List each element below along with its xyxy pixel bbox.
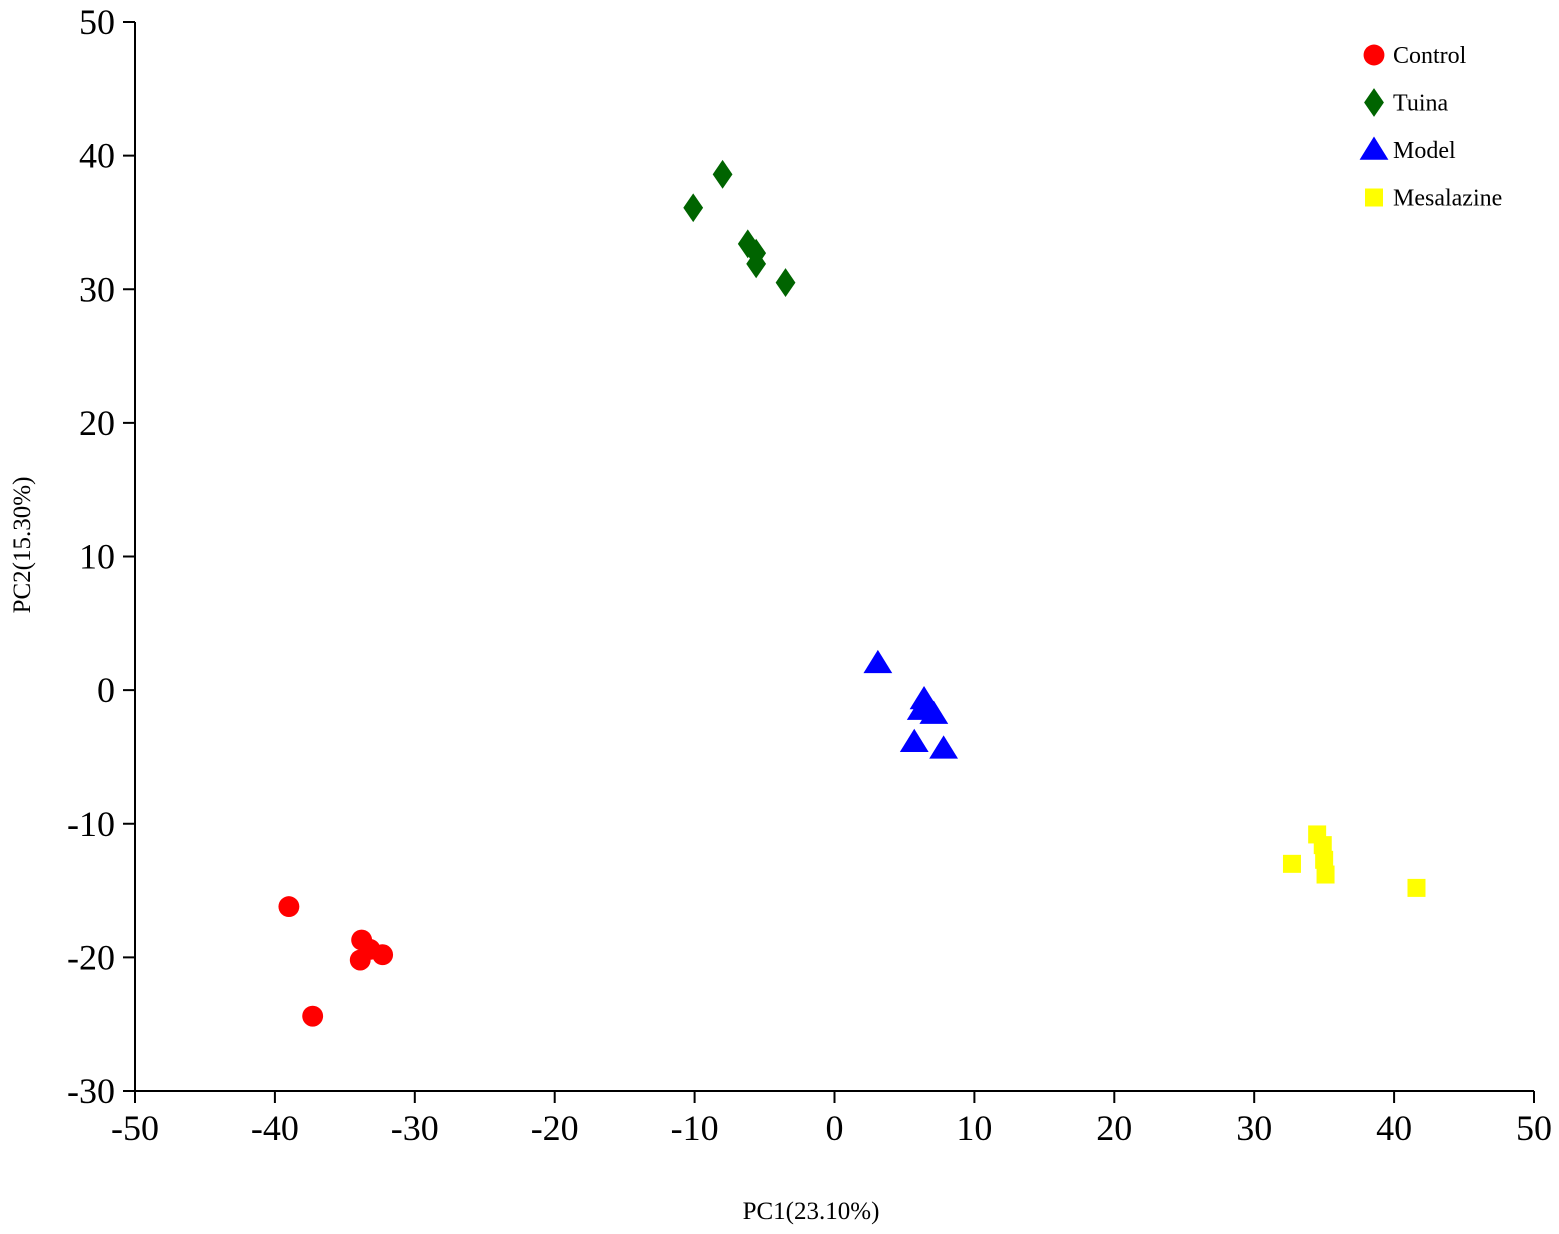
y-tick-label: 0 [97,670,115,710]
x-tick-label: -40 [251,1108,299,1148]
point-control [302,1005,324,1027]
point-control [278,896,300,918]
y-tick-label: 10 [79,537,115,577]
point-control [372,944,394,966]
point-mesalazine [1282,854,1301,873]
point-control [349,949,371,971]
point-tuina [775,268,796,297]
x-tick-label: 30 [1236,1108,1272,1148]
x-tick-label: -10 [671,1108,719,1148]
y-tick-label: -20 [67,937,115,977]
point-model [929,735,959,759]
y-tick-label: 20 [79,403,115,443]
x-axis-label: PC1(23.10%) [743,1198,880,1225]
legend-marker-control [1363,44,1385,66]
y-tick-label: -10 [67,804,115,844]
point-mesalazine [1316,865,1335,884]
x-tick-label: -50 [111,1108,159,1148]
y-tick-label: 40 [79,136,115,176]
tick-labels: -50 -40 -30 -20 -10 0 10 20 30 40 50 -30 -20 -10 0 10 20… [67,2,1552,1148]
x-tick-label: 20 [1096,1108,1132,1148]
y-tick-label: 50 [79,2,115,42]
x-tick-label: 10 [956,1108,992,1148]
point-mesalazine [1407,878,1426,897]
point-tuina [683,193,704,223]
point-model [919,700,949,724]
x-tick-label: -30 [391,1108,439,1148]
point-tuina [712,159,733,189]
point-mesalazine [1315,850,1334,869]
legend-label-model: Model [1393,138,1456,164]
y-tick-label: -30 [67,1071,115,1111]
legend: Control Tuina Model Mesalazine [1359,43,1502,212]
y-axis-label: PC2(15.30%) [9,477,36,614]
x-tick-label: 0 [826,1108,844,1148]
point-mesalazine [1313,836,1332,855]
point-model [863,649,893,674]
data-points [278,159,1426,1027]
legend-label-control: Control [1393,43,1467,69]
axes [123,21,1535,1103]
point-model [909,685,939,710]
x-tick-label: -20 [531,1108,579,1148]
legend-label-tuina: Tuina [1393,91,1448,117]
point-model [899,728,929,752]
legend-label-mesalazine: Mesalazine [1393,186,1502,212]
x-tick-label: 40 [1376,1108,1412,1148]
y-tick-label: 30 [79,269,115,309]
x-tick-label: 50 [1516,1108,1552,1148]
legend-marker-tuina [1364,88,1384,117]
legend-marker-mesalazine [1365,188,1383,207]
point-tuina [746,249,767,279]
legend-marker-model [1359,136,1389,160]
